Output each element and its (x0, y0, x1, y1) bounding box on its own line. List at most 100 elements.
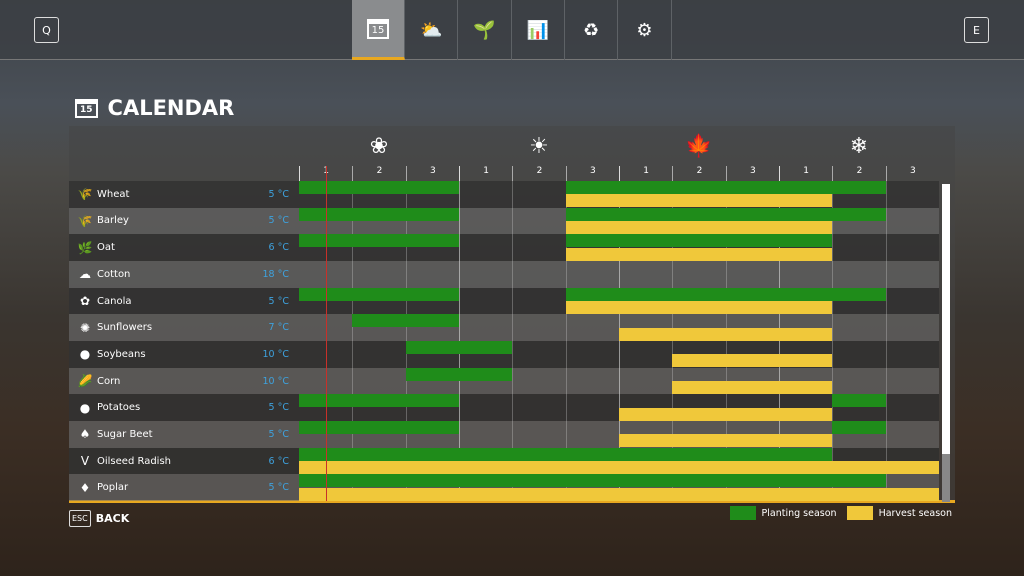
grid-line (885, 234, 887, 261)
grid-line (459, 394, 460, 422)
crop-label: ● Soybeans 10 °C (69, 341, 299, 368)
grid-line (352, 341, 354, 368)
grid-line (885, 287, 887, 315)
harvest-season-bar (565, 194, 833, 208)
crop-icon: ☁ (79, 267, 91, 282)
next-page-key-e[interactable]: E (964, 17, 989, 43)
grid-line (885, 207, 887, 235)
legend: Planting season Harvest season (729, 506, 952, 520)
crop-label: 🌿 Oat 6 °C (69, 234, 299, 261)
grid-line (352, 421, 354, 448)
grid-line (512, 261, 514, 288)
crop-icon: ♠ (79, 427, 91, 442)
crop-row: 🌾 Barley 5 °C (69, 207, 939, 235)
esc-key-icon: ESC (69, 510, 91, 527)
germination-temperature: 6 °C (268, 242, 289, 254)
grid-line (779, 261, 780, 288)
planting-season-bar (299, 181, 459, 194)
tab-cycle[interactable]: ♻ (565, 0, 619, 60)
germination-temperature: 10 °C (262, 375, 290, 387)
germination-temperature: 5 °C (268, 188, 289, 200)
planting-season-bar (299, 287, 459, 301)
grid-line (565, 367, 567, 395)
autumn-season-icon: 🍁 (685, 134, 713, 159)
tab-weather[interactable]: ⛅ (405, 0, 459, 60)
planting-season-bar (565, 234, 833, 248)
crop-name: Cotton (97, 268, 131, 280)
grid-line (459, 181, 460, 208)
crop-name: Oat (97, 242, 115, 254)
crop-name: Barley (97, 215, 129, 227)
harvest-season-bar (299, 460, 939, 474)
germination-temperature: 7 °C (268, 322, 289, 334)
period-label: 1 (779, 166, 832, 181)
period-label: 1 (619, 166, 672, 181)
grid-line (512, 207, 514, 235)
scrollbar[interactable] (942, 184, 950, 502)
sprout-icon: 🌱 (473, 19, 496, 41)
scrollbar-thumb[interactable] (942, 184, 950, 454)
crop-name: Poplar (97, 482, 129, 494)
crop-label: ☁ Cotton 18 °C (69, 261, 299, 288)
planting-season-bar (565, 287, 886, 301)
grid-line (405, 367, 407, 395)
grid-line (352, 181, 354, 208)
tab-stats[interactable]: 📊 (512, 0, 565, 60)
crop-row: 🌿 Oat 6 °C (69, 234, 939, 261)
grid-line (352, 261, 354, 288)
grid-line (832, 421, 834, 448)
grid-line (565, 314, 567, 341)
tab-calendar[interactable]: 15 (352, 0, 405, 60)
crop-icon: 🌿 (77, 240, 93, 255)
grid-line (405, 394, 407, 422)
planting-season-bar (299, 421, 459, 435)
grid-line (352, 367, 354, 395)
crop-label: 🌾 Wheat 5 °C (69, 181, 299, 208)
grid-line (512, 367, 514, 395)
cycle-icon: ♻ (583, 19, 600, 41)
grid-line (459, 421, 460, 448)
tab-sprout[interactable]: 🌱 (459, 0, 512, 60)
grid-line (352, 234, 354, 261)
crop-label: 🌾 Barley 5 °C (69, 208, 299, 235)
grid-line (459, 314, 460, 341)
grid-line (832, 261, 834, 288)
planting-season-bar (299, 394, 459, 408)
germination-temperature: 5 °C (268, 482, 289, 494)
crop-icon: V (80, 454, 90, 469)
grid-line (405, 207, 407, 235)
back-button[interactable]: ESC BACK (69, 510, 129, 527)
planting-swatch (729, 506, 756, 520)
period-header: 123123123123 (299, 166, 939, 181)
grid-line (565, 341, 567, 368)
crop-label: ♠ Sugar Beet 5 °C (69, 421, 299, 448)
grid-line (352, 287, 354, 315)
grid-line (565, 261, 567, 288)
grid-line (885, 261, 887, 288)
crop-label: ● Potatoes 5 °C (69, 394, 299, 421)
crop-icon: ● (79, 400, 91, 415)
prev-page-key-q[interactable]: Q (34, 17, 59, 43)
period-label: 3 (565, 166, 619, 181)
grid-line (619, 341, 620, 368)
harvest-legend-label: Harvest season (878, 507, 952, 519)
grid-line (512, 314, 514, 341)
grid-line (672, 261, 674, 288)
back-label: BACK (95, 512, 130, 525)
crop-label: ✺ Sunflowers 7 °C (69, 314, 299, 341)
planting-season-bar (299, 474, 886, 488)
grid-line (459, 207, 460, 235)
summer-season-icon: ☀ (529, 134, 549, 159)
crop-label: ♦ Poplar 5 °C (69, 474, 299, 501)
crop-name: Corn (97, 375, 121, 387)
grid-line (885, 367, 887, 395)
tab-settings[interactable]: ⚙ (619, 0, 672, 60)
planting-legend-label: Planting season (761, 507, 837, 519)
crop-row: V Oilseed Radish 6 °C (69, 447, 939, 475)
grid-line (405, 234, 407, 261)
planting-season-bar (832, 421, 886, 435)
page-title-text: CALENDAR (107, 96, 235, 120)
grid-line (352, 207, 354, 235)
grid-line (459, 287, 460, 315)
grid-line (459, 234, 460, 261)
